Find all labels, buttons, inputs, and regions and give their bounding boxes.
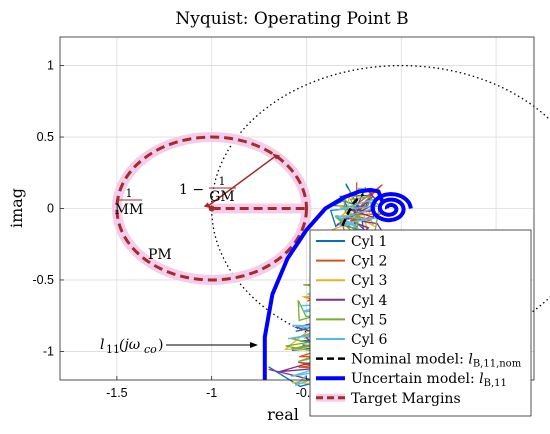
l11-annotation: l 11 (jω co ) (100, 337, 163, 356)
mm-annotation: 1 MM (115, 187, 144, 218)
legend-label: Cyl 6 (351, 332, 388, 348)
mm-label: MM (115, 202, 144, 218)
uncertain-model-line (262, 187, 385, 380)
mm-arrowhead-outer (272, 153, 281, 160)
legend-label: Cyl 3 (351, 273, 387, 289)
y-tick-label: -1 (43, 344, 54, 358)
l11-close: ) (158, 337, 163, 353)
target-margin-circle (115, 135, 308, 282)
legend-label: Cyl 4 (351, 293, 388, 309)
l11-arrowhead (250, 342, 258, 348)
x-axis-label: real (267, 405, 299, 424)
y-tick-label: 1 (47, 59, 54, 73)
y-axis-label: imag (7, 188, 26, 228)
l11-argument: (jω (119, 337, 141, 353)
l11-arg-subscript: co (144, 343, 157, 356)
l11-symbol: l (100, 337, 104, 353)
l11-subscript: 11 (106, 343, 120, 356)
legend-label: Target Margins (351, 391, 461, 407)
chart-title: Nyquist: Operating Point B (175, 9, 408, 29)
legend-label: Cyl 1 (351, 234, 387, 250)
mm-arrowhead-inner (203, 202, 212, 209)
mm-numerator: 1 (126, 187, 133, 200)
gm-one-minus: 1 − (179, 182, 204, 198)
legend-box (309, 229, 532, 417)
pm-label: PM (148, 247, 172, 263)
legend-label: Uncertain model: lB,11 (351, 371, 507, 389)
mm-arrow (208, 155, 276, 207)
y-tick-label: 0.5 (37, 130, 54, 144)
legend-label: Cyl 2 (351, 254, 387, 270)
legend-label: Cyl 5 (351, 312, 387, 328)
y-tick-label: -0.5 (32, 273, 54, 287)
uncertain-model-spiral (370, 192, 413, 223)
gm-numerator: 1 (219, 175, 226, 188)
x-tick-label: -1.5 (106, 386, 128, 400)
gm-label: GM (209, 189, 235, 205)
y-tick-label: 0 (47, 202, 54, 216)
x-tick-label: -1 (206, 386, 217, 400)
gm-annotation: 1 − 1 GM (179, 175, 236, 205)
